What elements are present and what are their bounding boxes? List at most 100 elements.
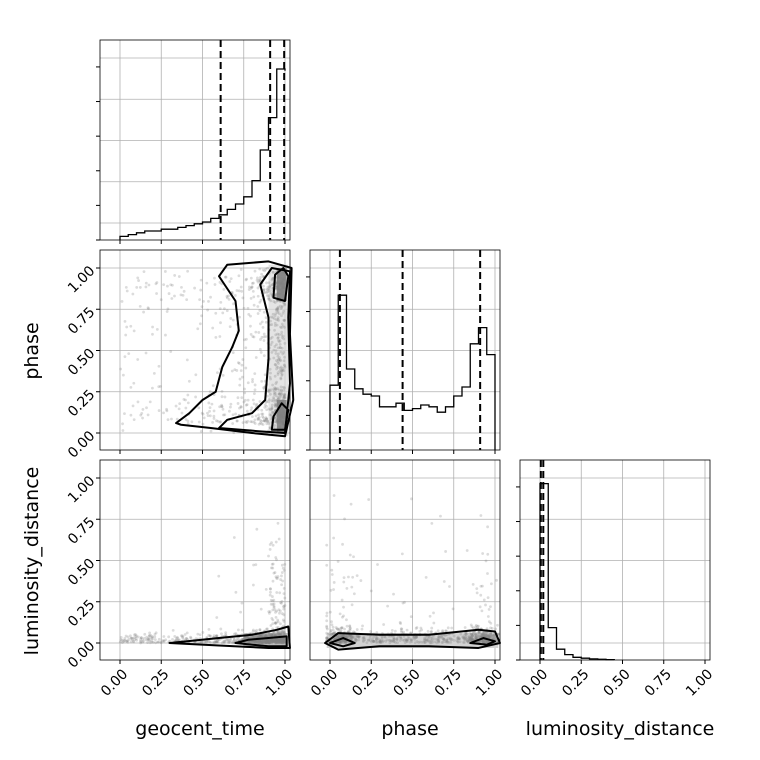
- sample-point: [247, 288, 251, 291]
- sample-point: [456, 635, 460, 639]
- sample-point: [439, 514, 442, 518]
- sample-point: [344, 640, 348, 644]
- sample-point: [262, 634, 265, 638]
- sample-point: [278, 638, 282, 641]
- sample-point: [343, 627, 346, 631]
- sample-point: [281, 416, 285, 419]
- sample-point: [261, 423, 265, 426]
- sample-point: [206, 308, 210, 312]
- sample-point: [262, 288, 266, 291]
- sample-point: [184, 398, 187, 402]
- sample-point: [278, 424, 282, 428]
- sample-point: [409, 638, 413, 642]
- sample-point: [431, 638, 434, 642]
- joint-panel-0: [99, 249, 295, 451]
- sample-point: [214, 640, 218, 644]
- sample-point: [199, 640, 203, 644]
- sample-point: [247, 640, 251, 644]
- sample-point: [142, 310, 145, 314]
- sample-point: [264, 401, 268, 404]
- sample-point: [266, 640, 270, 644]
- sample-point: [476, 624, 480, 628]
- sample-point: [232, 431, 236, 435]
- sample-point: [264, 634, 268, 637]
- sample-point: [352, 555, 355, 559]
- sample-point: [378, 638, 382, 642]
- sample-point: [448, 585, 451, 588]
- sample-point: [250, 406, 254, 410]
- sample-point: [249, 333, 253, 336]
- sample-point: [486, 572, 489, 575]
- sample-point: [270, 323, 274, 326]
- sample-point: [493, 636, 497, 640]
- sample-point: [281, 291, 285, 294]
- sample-point: [349, 634, 352, 637]
- sample-point: [250, 281, 254, 285]
- sample-point: [241, 296, 245, 300]
- sample-point: [260, 408, 264, 412]
- sample-point: [342, 614, 345, 618]
- sample-point: [122, 640, 126, 644]
- sample-point: [449, 640, 453, 644]
- sample-point: [282, 278, 286, 281]
- sample-point: [167, 292, 171, 295]
- sample-point: [276, 311, 280, 314]
- sample-point: [278, 609, 282, 613]
- sample-point: [186, 419, 190, 423]
- sample-point: [325, 543, 329, 547]
- sample-point: [234, 632, 238, 635]
- sample-point: [268, 641, 272, 645]
- sample-point: [271, 270, 275, 274]
- sample-point: [277, 640, 281, 643]
- sample-point: [162, 283, 166, 287]
- sample-point: [278, 342, 282, 346]
- sample-point: [281, 421, 285, 425]
- sample-point: [214, 335, 218, 339]
- sample-point: [276, 332, 280, 336]
- sample-point: [216, 640, 220, 644]
- sample-point: [279, 350, 283, 354]
- sample-point: [273, 639, 276, 643]
- sample-point: [430, 636, 434, 640]
- sample-point: [277, 537, 281, 541]
- sample-point: [282, 418, 286, 421]
- sample-point: [250, 420, 254, 424]
- sample-point: [390, 640, 394, 643]
- sample-point: [272, 388, 276, 392]
- sample-point: [281, 334, 285, 338]
- sample-point: [279, 358, 282, 362]
- sample-point: [202, 299, 205, 303]
- sample-point: [468, 635, 472, 639]
- sample-point: [121, 373, 125, 377]
- sample-point: [275, 285, 279, 289]
- sample-point: [412, 635, 416, 639]
- sample-point: [265, 417, 269, 421]
- sample-point: [464, 637, 468, 641]
- sample-point: [123, 636, 127, 640]
- sample-point: [270, 638, 274, 642]
- sample-point: [477, 630, 481, 634]
- sample-point: [238, 377, 242, 381]
- sample-point: [490, 634, 493, 638]
- sample-point: [119, 635, 123, 639]
- sample-point: [273, 328, 276, 332]
- sample-point: [342, 634, 345, 637]
- sample-point: [207, 627, 211, 631]
- sample-point: [215, 634, 219, 638]
- sample-point: [258, 309, 262, 312]
- sample-point: [280, 600, 284, 603]
- sample-point: [212, 640, 216, 644]
- sample-point: [348, 628, 352, 632]
- sample-point: [469, 637, 472, 641]
- sample-point: [260, 639, 263, 643]
- sample-point: [374, 635, 378, 638]
- sample-point: [282, 592, 286, 596]
- sample-point: [270, 632, 274, 636]
- sample-point: [355, 628, 359, 631]
- sample-point: [280, 370, 284, 373]
- sample-point: [216, 419, 220, 423]
- sample-point: [209, 429, 213, 433]
- sample-point: [465, 639, 469, 643]
- sample-point: [277, 608, 281, 612]
- sample-point: [274, 387, 278, 391]
